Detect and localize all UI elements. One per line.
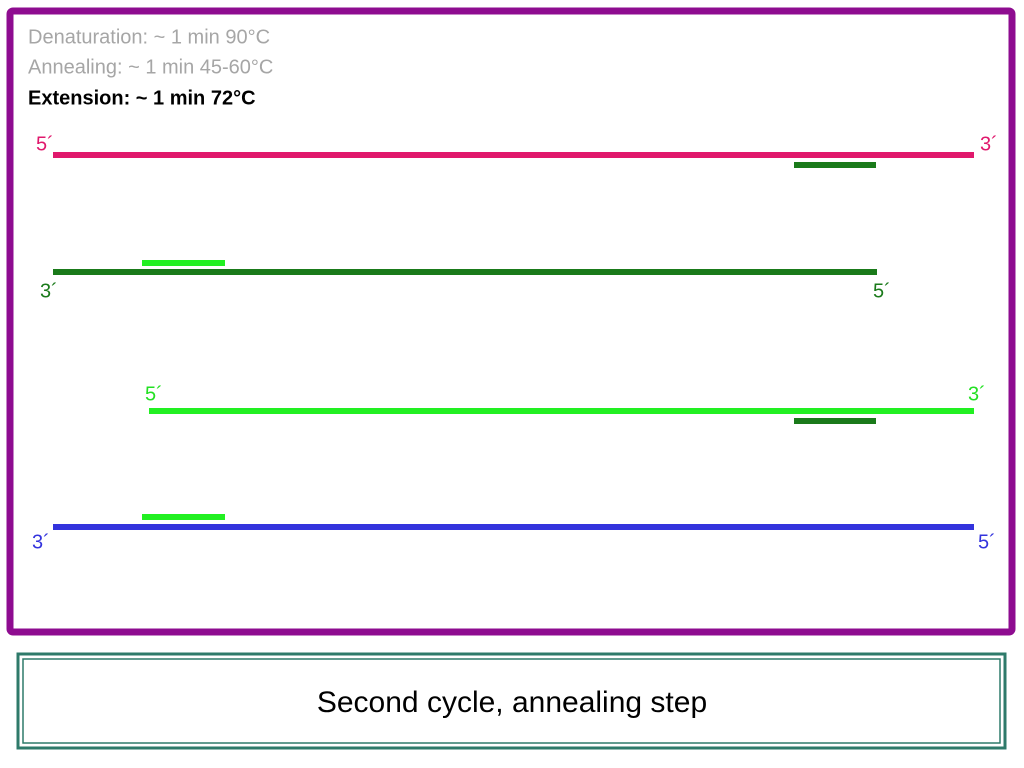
end-label: 3´ <box>980 133 998 155</box>
caption-box-inner <box>22 658 1001 744</box>
end-label: 5´ <box>978 531 996 553</box>
step-text: Denaturation: ~ 1 min 90°C <box>28 26 270 48</box>
step-text: Annealing: ~ 1 min 45-60°C <box>28 56 273 78</box>
end-label: 3´ <box>32 531 50 553</box>
end-label: 3´ <box>40 280 58 302</box>
end-label: 3´ <box>968 383 986 405</box>
diagram-frame <box>6 7 1016 636</box>
caption-box <box>16 652 1007 750</box>
end-label: 5´ <box>145 383 163 405</box>
caption: Second cycle, annealing step <box>317 686 707 719</box>
end-label: 5´ <box>36 133 54 155</box>
step-text: Extension: ~ 1 min 72°C <box>28 87 256 109</box>
end-label: 5´ <box>873 280 891 302</box>
